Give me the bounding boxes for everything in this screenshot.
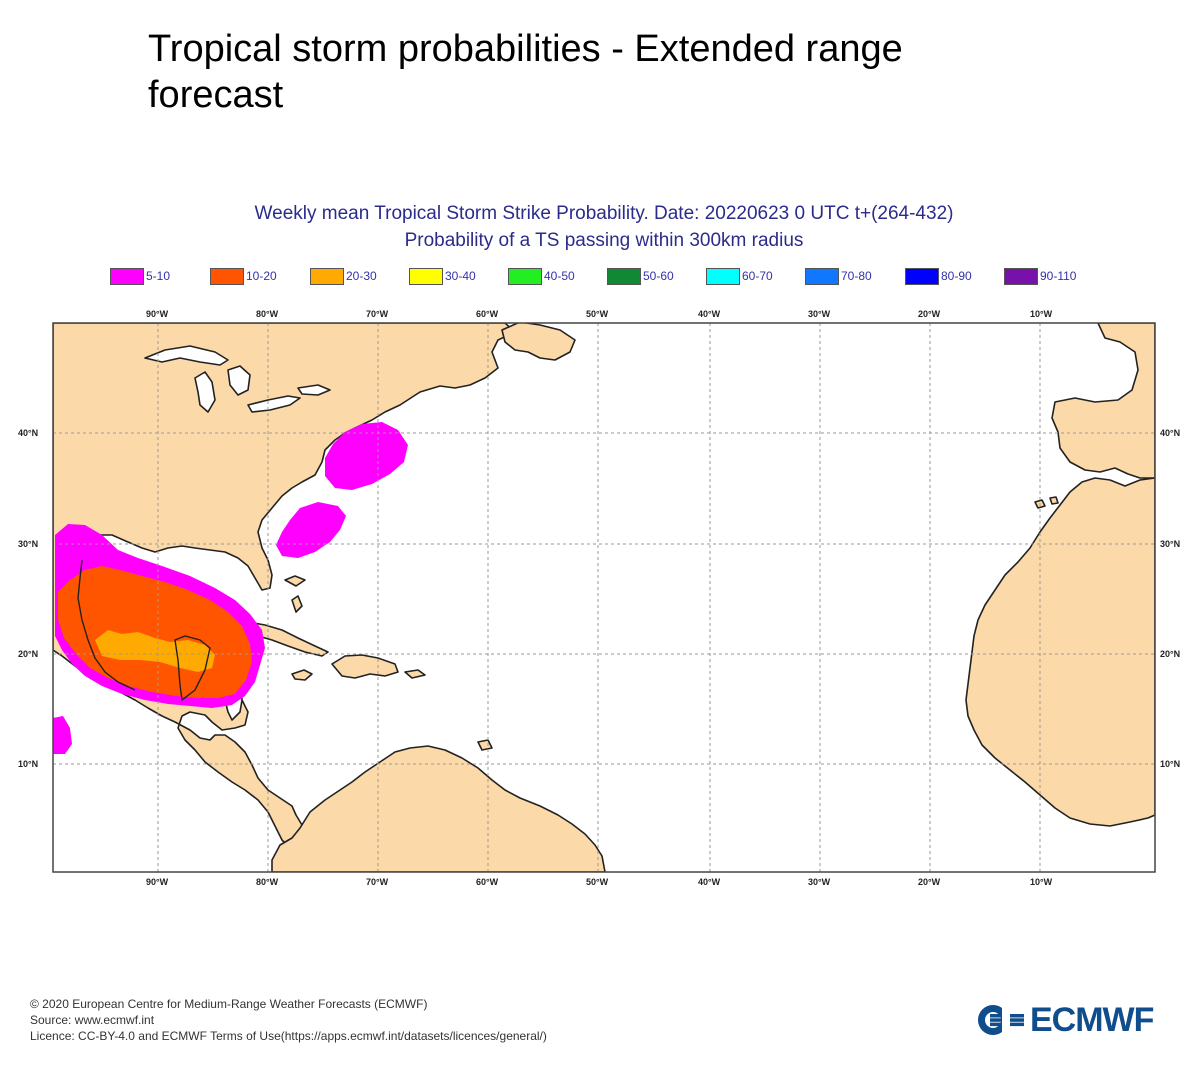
legend-swatch (805, 267, 839, 285)
lon-tick-label: 40°W (698, 309, 721, 319)
lon-tick-label: 20°W (918, 309, 941, 319)
licence-text: Licence: CC-BY-4.0 and ECMWF Terms of Us… (30, 1029, 547, 1043)
lon-tick-label: 50°W (586, 309, 609, 319)
north-america-landmass (53, 323, 516, 849)
lon-tick-label: 60°W (476, 309, 499, 319)
lat-tick-label: 10°N (1160, 759, 1181, 769)
legend-label: 5-10 (146, 269, 171, 283)
newfoundland-landmass (501, 323, 576, 361)
page-title: Tropical storm probabilities - Extended … (148, 28, 903, 116)
lon-tick-label: 50°W (586, 877, 609, 887)
legend-swatch (210, 267, 244, 285)
south-america-landmass (271, 745, 606, 872)
legend-label: 20-30 (346, 269, 377, 283)
legend-swatch (310, 267, 344, 285)
legend-swatch (706, 267, 740, 285)
jamaica-landmass (291, 669, 313, 681)
legend-item: 30-40 (409, 266, 476, 286)
puerto-rico-landmass (404, 669, 426, 679)
graticule (53, 323, 1155, 872)
legend-swatch (1004, 267, 1038, 285)
legend-label: 60-70 (742, 269, 773, 283)
lon-tick-label: 10°W (1030, 877, 1053, 887)
lat-tick-label: 30°N (18, 539, 39, 549)
lat-tick-label: 10°N (18, 759, 39, 769)
legend-swatch (607, 267, 641, 285)
lon-tick-label: 70°W (366, 877, 389, 887)
legend-item: 20-30 (310, 266, 377, 286)
lat-tick-label: 40°N (1160, 428, 1181, 438)
lat-tick-label: 20°N (18, 649, 39, 659)
source-text: Source: www.ecmwf.int (30, 1013, 155, 1027)
africa-landmass (965, 477, 1155, 827)
footer-credits: © 2020 European Centre for Medium-Range … (30, 996, 547, 1044)
lat-tick-label: 30°N (1160, 539, 1181, 549)
legend-swatch (409, 267, 443, 285)
legend-item: 10-20 (210, 266, 277, 286)
probability-legend: 5-10 10-20 20-30 30-40 40-50 50-60 60-70… (110, 266, 1110, 286)
ecmwf-logo-text: ECMWF (1030, 1000, 1154, 1039)
lon-tick-label: 80°W (256, 877, 279, 887)
legend-swatch (508, 267, 542, 285)
map-subtitle: Probability of a TS passing within 300km… (404, 230, 804, 251)
legend-label: 40-50 (544, 269, 575, 283)
legend-label: 10-20 (246, 269, 277, 283)
legend-item: 40-50 (508, 266, 575, 286)
probability-region-20-30 (95, 630, 215, 672)
trinidad-landmass (477, 739, 493, 751)
lon-tick-label: 80°W (256, 309, 279, 319)
legend-item: 80-90 (905, 266, 972, 286)
legend-item: 90-110 (1004, 266, 1076, 286)
legend-swatch (905, 267, 939, 285)
legend-item: 70-80 (805, 266, 872, 286)
ecmwf-logo-icon (978, 1003, 1024, 1037)
ecmwf-logo: ECMWF (976, 1000, 1154, 1040)
legend-label: 30-40 (445, 269, 476, 283)
copyright-text: © 2020 European Centre for Medium-Range … (30, 997, 428, 1011)
legend-swatch (110, 267, 144, 285)
lon-tick-label: 10°W (1030, 309, 1053, 319)
legend-item: 5-10 (110, 266, 170, 286)
coastline-overlay (77, 559, 211, 702)
legend-label: 70-80 (841, 269, 872, 283)
bahamas-landmass (284, 575, 306, 613)
lat-tick-label: 40°N (18, 428, 39, 438)
lat-tick-label: 20°N (1160, 649, 1181, 659)
lon-tick-label: 90°W (146, 309, 169, 319)
legend-item: 50-60 (607, 266, 674, 286)
lon-tick-label: 90°W (146, 877, 169, 887)
map-title: Weekly mean Tropical Storm Strike Probab… (254, 203, 954, 224)
lon-tick-label: 30°W (808, 877, 831, 887)
hispaniola-landmass (331, 654, 399, 679)
lon-tick-label: 20°W (918, 877, 941, 887)
great-lakes (144, 345, 331, 413)
lon-tick-label: 60°W (476, 877, 499, 887)
legend-item: 60-70 (706, 266, 773, 286)
map-frame (52, 322, 1156, 873)
iberia-landmass (1051, 323, 1155, 479)
probability-region-5-10 (53, 716, 72, 754)
legend-label: 80-90 (941, 269, 972, 283)
lon-tick-label: 40°W (698, 877, 721, 887)
canary-islands-landmass (1034, 496, 1059, 509)
lon-tick-label: 70°W (366, 309, 389, 319)
probability-region-5-10 (325, 422, 408, 490)
legend-label: 50-60 (643, 269, 674, 283)
lon-tick-label: 30°W (808, 309, 831, 319)
legend-label: 90-110 (1040, 269, 1077, 283)
